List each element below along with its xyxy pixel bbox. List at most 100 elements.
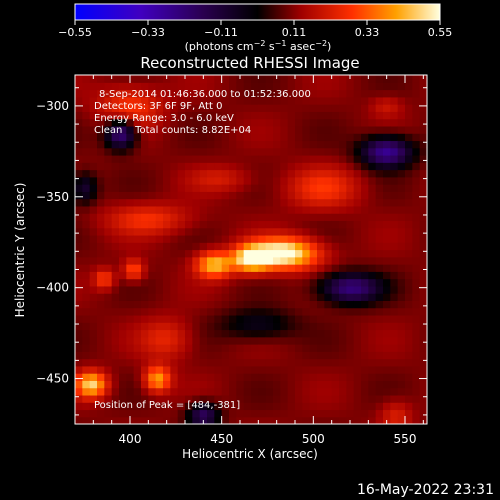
heatmap-cell	[104, 125, 113, 134]
heatmap-cell	[383, 213, 391, 222]
heatmap-cell	[229, 118, 237, 127]
heatmap-cell	[243, 96, 252, 105]
heatmap-cell	[302, 416, 311, 424]
heatmap-cell	[148, 307, 157, 316]
heatmap-cell	[251, 314, 259, 323]
heatmap-cell	[251, 322, 259, 331]
heatmap-cell	[155, 140, 164, 149]
heatmap-cell	[368, 336, 377, 345]
heatmap-cell	[126, 242, 135, 251]
heatmap-cell	[280, 111, 289, 120]
heatmap-cell	[317, 205, 325, 214]
heatmap-cell	[126, 176, 135, 185]
heatmap-cell	[89, 169, 98, 178]
heatmap-cell	[419, 358, 427, 367]
heatmap-cell	[324, 344, 333, 352]
heatmap-cell	[104, 264, 113, 272]
heatmap-cell	[287, 89, 296, 98]
heatmap-cell	[287, 133, 296, 142]
heatmap-cell	[302, 344, 311, 352]
heatmap-cell	[346, 380, 355, 389]
heatmap-cell	[339, 213, 347, 222]
heatmap-cell	[309, 205, 318, 214]
heatmap-cell	[229, 82, 237, 91]
heatmap-cell	[353, 336, 362, 345]
heatmap-cell	[339, 104, 347, 112]
heatmap-cell	[295, 111, 303, 120]
heatmap-cell	[111, 111, 120, 120]
heatmap-cell	[229, 387, 237, 396]
heatmap-cell	[405, 89, 413, 98]
heatmap-cell	[251, 256, 259, 265]
heatmap-cell	[111, 322, 120, 331]
heatmap-cell	[419, 293, 427, 301]
heatmap-cell	[148, 169, 157, 178]
heatmap-cell	[280, 227, 289, 236]
heatmap-cell	[243, 104, 252, 112]
heatmap-cell	[361, 147, 369, 156]
heatmap-cell	[82, 227, 91, 236]
heatmap-cell	[214, 300, 223, 309]
heatmap-cell	[119, 278, 127, 287]
heatmap-cell	[405, 271, 413, 280]
heatmap-cell	[119, 162, 127, 171]
heatmap-cell	[309, 358, 318, 367]
heatmap-cell	[207, 111, 215, 120]
heatmap-cell	[375, 176, 384, 185]
heatmap-cell	[185, 358, 193, 367]
heatmap-cell	[317, 75, 325, 83]
heatmap-cell	[126, 300, 135, 309]
heatmap-cell	[405, 249, 413, 258]
heatmap-cell	[229, 220, 237, 229]
heatmap-cell	[207, 307, 215, 316]
heatmap-cell	[251, 402, 259, 411]
heatmap-cell	[375, 111, 384, 120]
heatmap-cell	[155, 96, 164, 105]
heatmap-cell	[265, 322, 274, 331]
heatmap-cell	[265, 416, 274, 424]
heatmap-cell	[185, 104, 193, 112]
heatmap-cell	[287, 118, 296, 127]
heatmap-cell	[419, 373, 427, 381]
heatmap-cell	[339, 176, 347, 185]
heatmap-cell	[368, 264, 377, 272]
heatmap-cell	[199, 307, 208, 316]
heatmap-cell	[177, 118, 186, 127]
heatmap-cell	[419, 322, 427, 331]
heatmap-cell	[309, 104, 318, 112]
heatmap-cell	[251, 278, 259, 287]
heatmap-cell	[280, 184, 289, 192]
heatmap-cell	[97, 402, 105, 411]
heatmap-cell	[419, 184, 427, 192]
heatmap-cell	[221, 176, 230, 185]
heatmap-cell	[412, 184, 421, 192]
heatmap-cell	[119, 373, 127, 381]
heatmap-cell	[405, 293, 413, 301]
heatmap-cell	[317, 394, 325, 403]
heatmap-cell	[82, 322, 91, 331]
heatmap-cell	[273, 220, 281, 229]
heatmap-cell	[141, 365, 149, 374]
heatmap-cell	[295, 307, 303, 316]
heatmap-cell	[119, 387, 127, 396]
heatmap-cell	[148, 118, 157, 127]
heatmap-cell	[111, 351, 120, 360]
heatmap-cell	[207, 125, 215, 134]
heatmap-cell	[265, 125, 274, 134]
heatmap-cell	[251, 154, 259, 163]
heatmap-cell	[170, 249, 179, 258]
heatmap-cell	[119, 293, 127, 301]
heatmap-cell	[353, 234, 362, 243]
heatmap-cell	[75, 205, 83, 214]
heatmap-cell	[317, 314, 325, 323]
heatmap-cell	[148, 242, 157, 251]
heatmap-cell	[141, 220, 149, 229]
heatmap-cell	[375, 82, 384, 91]
heatmap-cell	[207, 75, 215, 83]
heatmap-cell	[155, 162, 164, 171]
heatmap-cell	[141, 409, 149, 418]
heatmap-cell	[331, 191, 340, 200]
heatmap-cell	[280, 322, 289, 331]
heatmap-cell	[243, 154, 252, 163]
heatmap-cell	[368, 169, 377, 178]
